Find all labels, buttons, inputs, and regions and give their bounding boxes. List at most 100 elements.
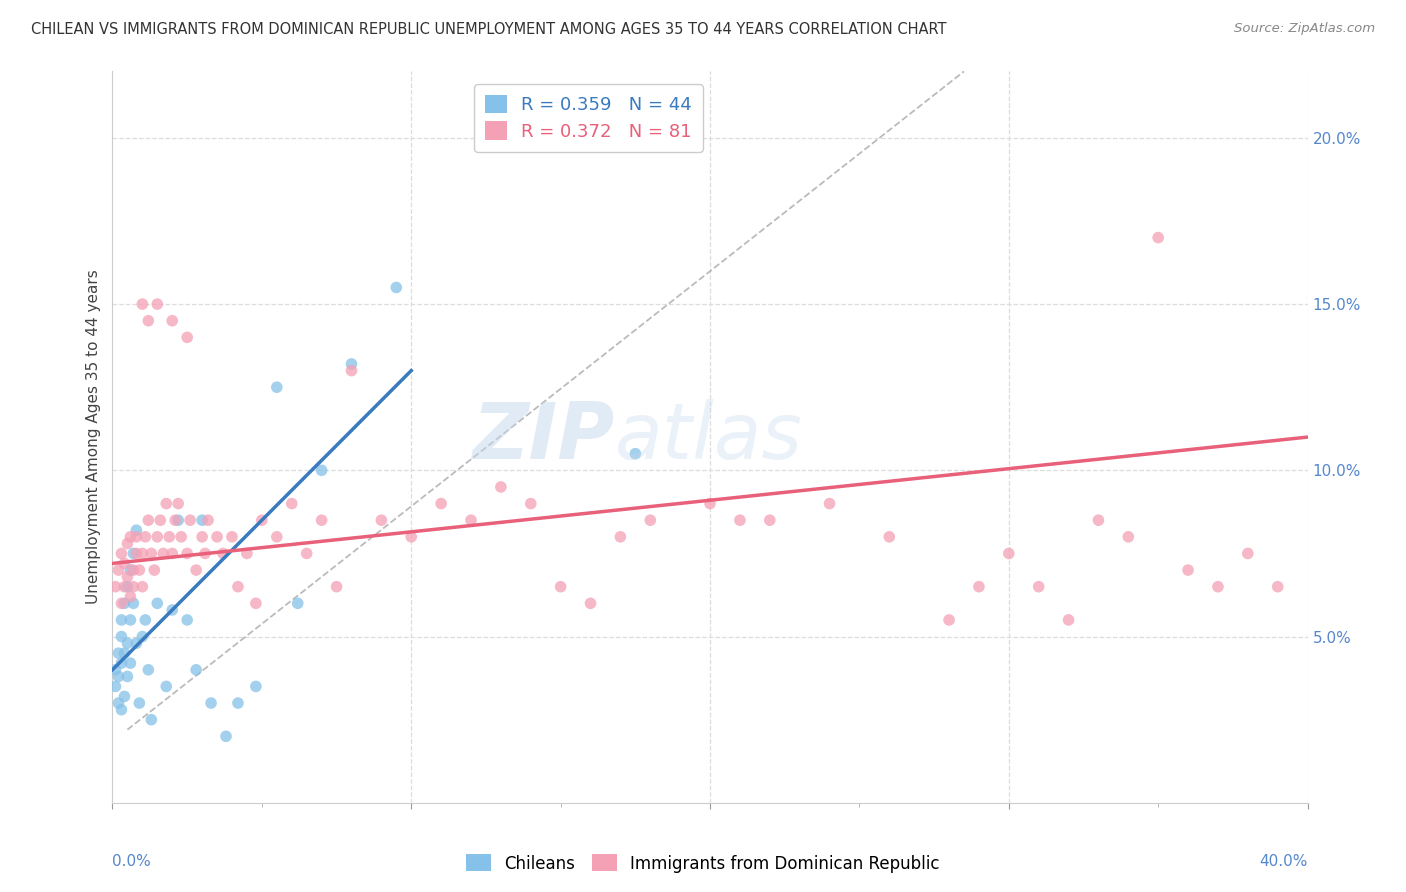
Point [134,530,156,544]
Point [125,523,148,537]
Point [114,596,135,610]
Point [131,297,153,311]
Point [122,580,145,594]
Point [131,580,153,594]
Point [167,497,190,511]
Point [122,563,145,577]
Point [146,530,169,544]
Point [226,696,249,710]
Point [165,513,187,527]
Point [205,530,228,544]
Point [104,580,127,594]
Point [146,297,169,311]
Point [728,513,751,527]
Point [134,613,156,627]
Point [162,546,183,560]
Point [117,580,139,594]
Point [370,513,392,527]
Point [110,630,132,644]
Point [212,546,235,560]
Point [215,729,238,743]
Point [245,680,267,694]
Point [138,663,160,677]
Point [191,513,214,527]
Point [143,563,166,577]
Point [155,497,177,511]
Text: 40.0%: 40.0% [1260,854,1308,869]
Point [640,513,662,527]
Point [146,596,169,610]
Point [186,563,208,577]
Point [110,596,132,610]
Text: Source: ZipAtlas.com: Source: ZipAtlas.com [1234,22,1375,36]
Point [818,497,841,511]
Point [609,530,631,544]
Point [295,546,318,560]
Point [114,557,135,571]
Point [221,530,243,544]
Point [311,463,333,477]
Point [122,546,145,560]
Point [1028,580,1050,594]
Point [117,636,139,650]
Legend: R = 0.359   N = 44, R = 0.372   N = 81: R = 0.359 N = 44, R = 0.372 N = 81 [474,84,703,152]
Point [110,703,132,717]
Point [128,696,150,710]
Point [125,530,148,544]
Point [1267,580,1289,594]
Point [325,580,347,594]
Point [759,513,782,527]
Point [1057,613,1080,627]
Point [1087,513,1109,527]
Point [138,314,160,328]
Point [114,646,135,660]
Point [155,680,177,694]
Point [179,513,201,527]
Point [176,330,198,344]
Legend: Chileans, Immigrants from Dominican Republic: Chileans, Immigrants from Dominican Repu… [460,847,946,880]
Point [107,563,129,577]
Point [287,596,309,610]
Point [1118,530,1140,544]
Point [938,613,960,627]
Point [200,696,222,710]
Point [131,630,153,644]
Point [114,580,135,594]
Point [110,613,132,627]
Point [520,497,543,511]
Point [110,656,132,670]
Point [245,596,267,610]
Point [579,596,602,610]
Point [149,513,172,527]
Point [236,546,259,560]
Point [114,690,135,704]
Point [131,546,153,560]
Point [138,513,160,527]
Text: 0.0%: 0.0% [112,854,152,869]
Point [176,546,198,560]
Point [550,580,572,594]
Point [120,530,142,544]
Point [128,563,150,577]
Point [281,497,304,511]
Point [1237,546,1260,560]
Point [167,513,190,527]
Point [401,530,423,544]
Point [157,530,180,544]
Point [120,613,142,627]
Point [141,546,163,560]
Y-axis label: Unemployment Among Ages 35 to 44 years: Unemployment Among Ages 35 to 44 years [86,269,101,605]
Point [194,546,217,560]
Text: ZIP: ZIP [472,399,614,475]
Point [120,590,142,604]
Point [152,546,174,560]
Point [104,680,127,694]
Point [110,546,132,560]
Point [117,570,139,584]
Point [250,513,273,527]
Point [879,530,901,544]
Point [117,669,139,683]
Point [107,696,129,710]
Point [1206,580,1229,594]
Point [489,480,512,494]
